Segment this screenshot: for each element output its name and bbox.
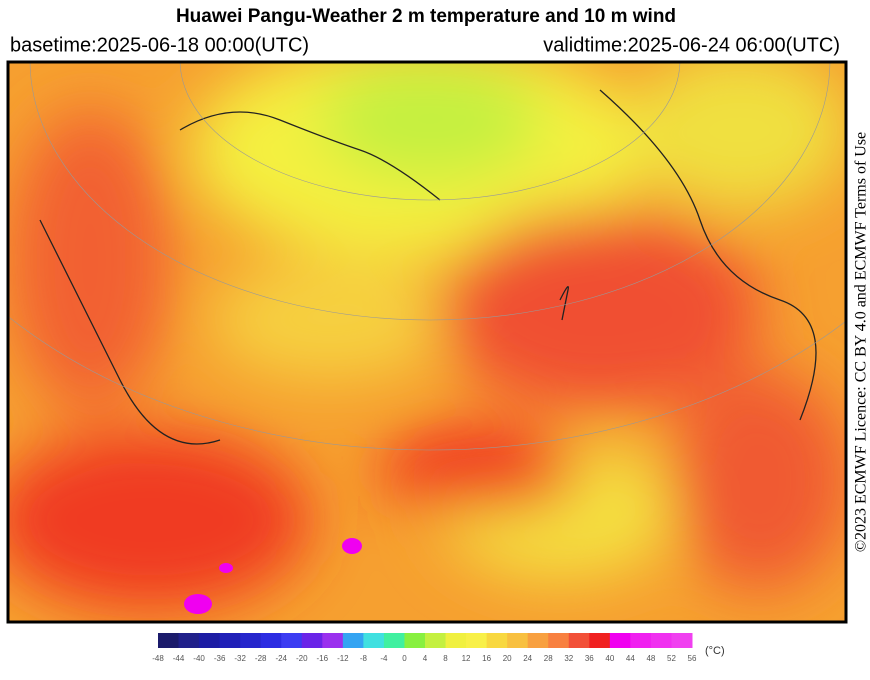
colorbar-tick-label: -16 (317, 654, 329, 663)
colorbar-segment (609, 633, 631, 648)
colorbar-segment (240, 633, 262, 648)
colorbar-segment (589, 633, 611, 648)
colorbar-tick-label: 48 (646, 654, 655, 663)
colorbar-segment (219, 633, 241, 648)
colorbar-tick-label: -20 (296, 654, 308, 663)
colorbar-tick-label: 16 (482, 654, 491, 663)
colorbar-segment (630, 633, 652, 648)
colorbar-tick-label: -32 (234, 654, 246, 663)
colorbar-segment (650, 633, 672, 648)
colorbar-tick-label: 8 (443, 654, 448, 663)
colorbar-tick-label: -28 (255, 654, 267, 663)
colorbar-segment (383, 633, 405, 648)
colorbar-tick-label: 28 (544, 654, 553, 663)
title: Huawei Pangu-Weather 2 m temperature and… (176, 6, 676, 27)
colorbar-segment (342, 633, 364, 648)
colorbar-tick-label: -48 (152, 654, 164, 663)
map-frame (6, 60, 848, 624)
colorbar-segment (445, 633, 467, 648)
map (9, 63, 845, 621)
colorbar-segment (671, 633, 693, 648)
colorbar-tick-label: -12 (337, 654, 349, 663)
colorbar-tick-label: 4 (423, 654, 428, 663)
colorbar-tick-label: 40 (605, 654, 614, 663)
colorbar-segment (548, 633, 570, 648)
colorbar-segment (158, 633, 180, 648)
colorbar-segment (178, 633, 200, 648)
colorbar-segment (322, 633, 344, 648)
colorbar-tick-label: -36 (214, 654, 226, 663)
colorbar-segment (486, 633, 508, 648)
colorbar-segment (507, 633, 529, 648)
colorbar-segment (281, 633, 303, 648)
colorbar-segment (199, 633, 221, 648)
colorbar-tick-label: 32 (564, 654, 573, 663)
colorbar-tick-label: 52 (667, 654, 676, 663)
colorbar-tick-label: 0 (402, 654, 407, 663)
colorbar-segment (260, 633, 282, 648)
colorbar-segment (404, 633, 426, 648)
colorbar-segment (568, 633, 590, 648)
colorbar-tick-label: 24 (523, 654, 532, 663)
colorbar-tick-label: -8 (360, 654, 368, 663)
licence: ©2023 ECMWF Licence: CC BY 4.0 and ECMWF… (853, 132, 870, 552)
colorbar: -48 -44 -40 -36 -32 -28 -24 -20 -16 -12 -8 -4 0 4 8 12 1… (152, 633, 697, 663)
colorbar-tick-label: 56 (688, 654, 697, 663)
colorbar-unit: (°C) (705, 645, 725, 657)
colorbar-tick-label: -40 (193, 654, 205, 663)
colorbar-segment (466, 633, 488, 648)
colorbar-tick-label: -24 (275, 654, 287, 663)
validtime: validtime:2025-06-24 06:00(UTC) (543, 34, 840, 56)
colorbar-segment (527, 633, 549, 648)
colorbar-tick-label: 12 (462, 654, 471, 663)
colorbar-segment (301, 633, 323, 648)
colorbar-segment (363, 633, 385, 648)
colorbar-tick-label: -44 (173, 654, 185, 663)
colorbar-tick-label: 20 (503, 654, 512, 663)
colorbar-segment (425, 633, 447, 648)
colorbar-tick-label: -4 (380, 654, 388, 663)
colorbar-tick-label: 44 (626, 654, 635, 663)
basetime: basetime:2025-06-18 00:00(UTC) (10, 34, 309, 56)
colorbar-tick-label: 36 (585, 654, 594, 663)
